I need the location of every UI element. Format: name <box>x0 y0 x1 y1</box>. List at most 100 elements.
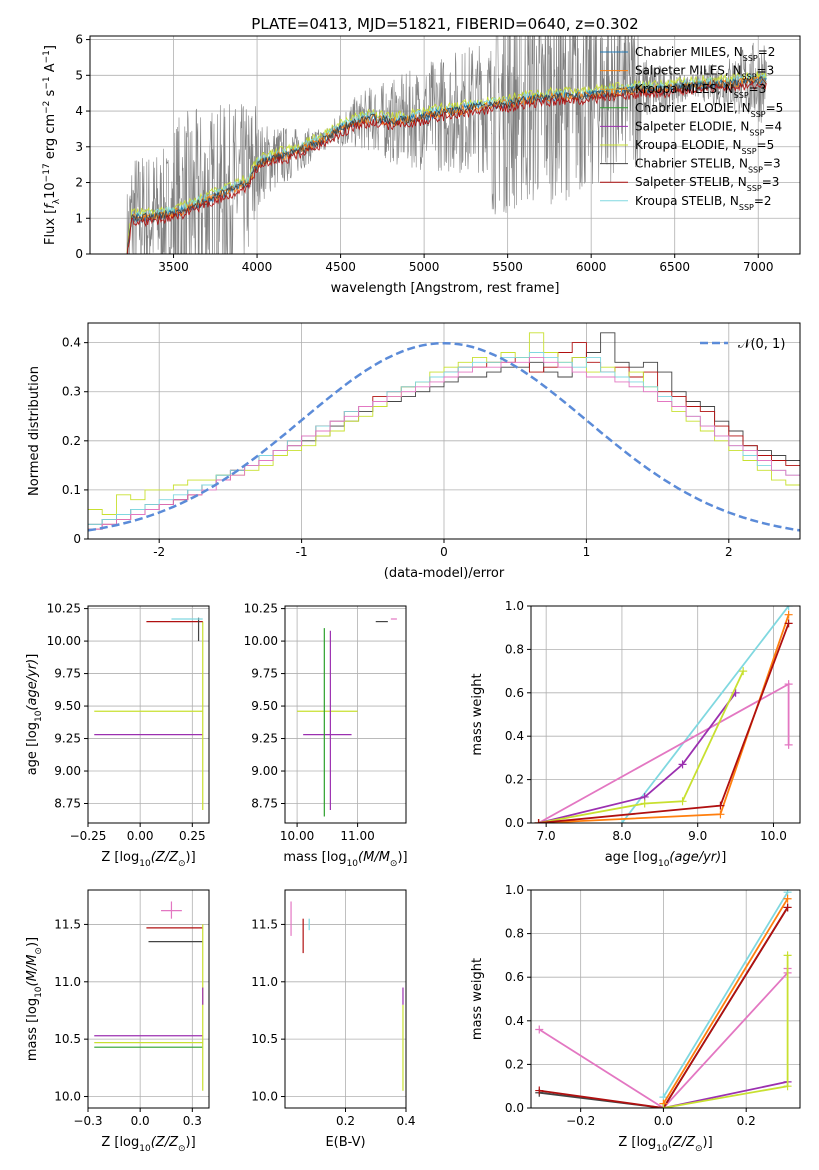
series-line-kroupa_elodie <box>538 670 745 823</box>
y-tick-label: 11.0 <box>251 975 278 989</box>
y-tick-label: 9.00 <box>251 764 278 778</box>
point-marker <box>783 1082 792 1091</box>
y-tick-label: 0.1 <box>62 483 81 497</box>
plot-area <box>94 901 204 1091</box>
y-tick-label: 9.75 <box>54 667 81 681</box>
y-axis-label: Flux [fλ10−17 erg cm−2 s−1 A−1] <box>42 45 62 245</box>
plot-area <box>290 901 404 1091</box>
series-line-salpeter_miles <box>662 898 789 1105</box>
y-tick-label: 2 <box>75 176 83 190</box>
point-marker <box>784 610 793 619</box>
point-marker <box>784 606 793 610</box>
x-tick-label: -1 <box>296 545 308 559</box>
point-marker <box>716 801 725 810</box>
x-tick-label: 0 <box>440 545 448 559</box>
y-tick-label: 9.00 <box>54 764 81 778</box>
y-tick-label: 9.25 <box>54 732 81 746</box>
plot-area <box>88 332 800 532</box>
x-tick-label: 8.0 <box>612 829 631 843</box>
series-line-kroupa_stelib <box>621 606 790 823</box>
chart-mass_vs_ebv: 0.2 0.4 10.0 10.5 11.0 11.5 E(B-V) <box>251 889 416 1150</box>
x-tick-label: −0.25 <box>70 829 107 843</box>
plot-area <box>297 618 397 817</box>
x-tick-label: 0.00 <box>127 829 154 843</box>
y-tick-label: 0.3 <box>62 385 81 399</box>
y-tick-label: 1.0 <box>505 599 524 613</box>
x-axis-label: Z [log10(Z/Z⊙)] <box>101 850 195 869</box>
point-marker <box>640 799 649 808</box>
y-tick-label: 0.2 <box>505 773 524 787</box>
x-tick-label: 6500 <box>659 260 690 274</box>
y-tick-label: 10.25 <box>244 602 278 616</box>
plot-area <box>94 617 204 811</box>
chart-age_vs_mass: 10.00 11.00 8.75 9.00 9.25 9.50 9.75 10.00 10.25… <box>244 602 408 869</box>
point-marker <box>535 1086 544 1095</box>
y-tick-label: 0.2 <box>62 434 81 448</box>
y-tick-label: 0.6 <box>505 686 524 700</box>
point-marker <box>534 819 543 823</box>
point-marker <box>784 619 793 628</box>
x-tick-label: 10.0 <box>760 829 787 843</box>
x-tick-label: 10.00 <box>280 829 314 843</box>
model-line-salpeter_stelib <box>127 81 767 254</box>
y-tick-label: 0 <box>75 247 83 261</box>
chart-mass_vs_Z: −0.3 0.0 0.3 10.0 10.5 11.0 11.5 Z [log10(Z/Z⊙)… <box>25 889 210 1154</box>
point-marker <box>783 903 792 912</box>
y-tick-label: 11.5 <box>251 917 278 931</box>
x-tick-label: 4500 <box>325 260 356 274</box>
legend-entry: Salpeter MILES, NSSP=3 <box>635 64 774 82</box>
x-tick-label: 0.4 <box>396 1114 415 1128</box>
y-tick-label: 10.00 <box>47 634 81 648</box>
x-axis-label: age [log10(age/yr)] <box>605 850 727 869</box>
point-marker <box>784 680 793 689</box>
model-line-chabrier_stelib <box>126 75 767 254</box>
plot-area <box>534 606 793 823</box>
x-tick-label: -2 <box>153 545 165 559</box>
y-tick-label: 10.25 <box>47 602 81 616</box>
normal-curve <box>88 341 800 532</box>
x-axis-label: mass [log10(M/M⊙)] <box>283 850 407 869</box>
y-tick-label: 0.8 <box>505 642 524 656</box>
x-tick-label: −0.2 <box>566 1114 595 1128</box>
point-marker <box>659 1104 668 1108</box>
axes-frame <box>87 889 210 1109</box>
x-tick-label: 0.3 <box>183 1114 202 1128</box>
x-tick-label: −0.3 <box>73 1114 102 1128</box>
y-tick-label: 6 <box>75 33 83 47</box>
y-tick-label: 5 <box>75 68 83 82</box>
x-axis-label: Z [log10(Z/Z⊙)] <box>618 1135 712 1154</box>
legend-entry: Salpeter STELIB, NSSP=3 <box>635 175 779 193</box>
x-tick-label: 1 <box>583 545 591 559</box>
axes-frame <box>530 889 801 1109</box>
y-tick-label: 0.6 <box>505 970 524 984</box>
y-tick-label: 10.5 <box>54 1032 81 1046</box>
data-spectrum-line <box>126 36 767 254</box>
series-line-kroupa_stelib <box>662 891 789 1098</box>
point-marker <box>716 810 725 819</box>
legend-entry: 𝒩(0, 1) <box>738 337 785 352</box>
y-tick-label: 0.0 <box>505 816 524 830</box>
x-tick-label: 9.0 <box>688 829 707 843</box>
x-tick-label: 2 <box>725 545 733 559</box>
point-marker <box>535 1025 544 1034</box>
y-tick-label: 3 <box>75 140 83 154</box>
y-tick-label: 1.0 <box>505 883 524 897</box>
chart-age_vs_Z: −0.25 0.00 0.25 8.75 9.00 9.25 9.50 9.75 10.00 10… <box>25 602 210 869</box>
y-tick-label: 11.5 <box>54 917 81 931</box>
x-tick-label: 0.2 <box>737 1114 756 1128</box>
point-marker <box>678 797 687 806</box>
y-tick-label: 0.4 <box>505 1014 524 1028</box>
x-tick-label: 0.0 <box>131 1114 150 1128</box>
x-axis-label: wavelength [Angstrom, rest frame] <box>331 281 560 296</box>
y-tick-label: 0.2 <box>505 1057 524 1071</box>
plot-area <box>535 890 792 1108</box>
y-tick-label: 9.25 <box>251 732 278 746</box>
series-line-salpeter_stelib <box>539 906 789 1108</box>
model-line-salpeter_miles <box>126 76 767 254</box>
chart-residuals: 𝒩(0, 1) -2 -1 0 1 2 0 0.1 0.2 0.3 0.4 (data-model)/… <box>27 322 801 581</box>
legend-entry: Salpeter ELODIE, NSSP=4 <box>635 119 782 137</box>
x-tick-label: 4000 <box>242 260 273 274</box>
x-tick-label: 7000 <box>743 260 774 274</box>
